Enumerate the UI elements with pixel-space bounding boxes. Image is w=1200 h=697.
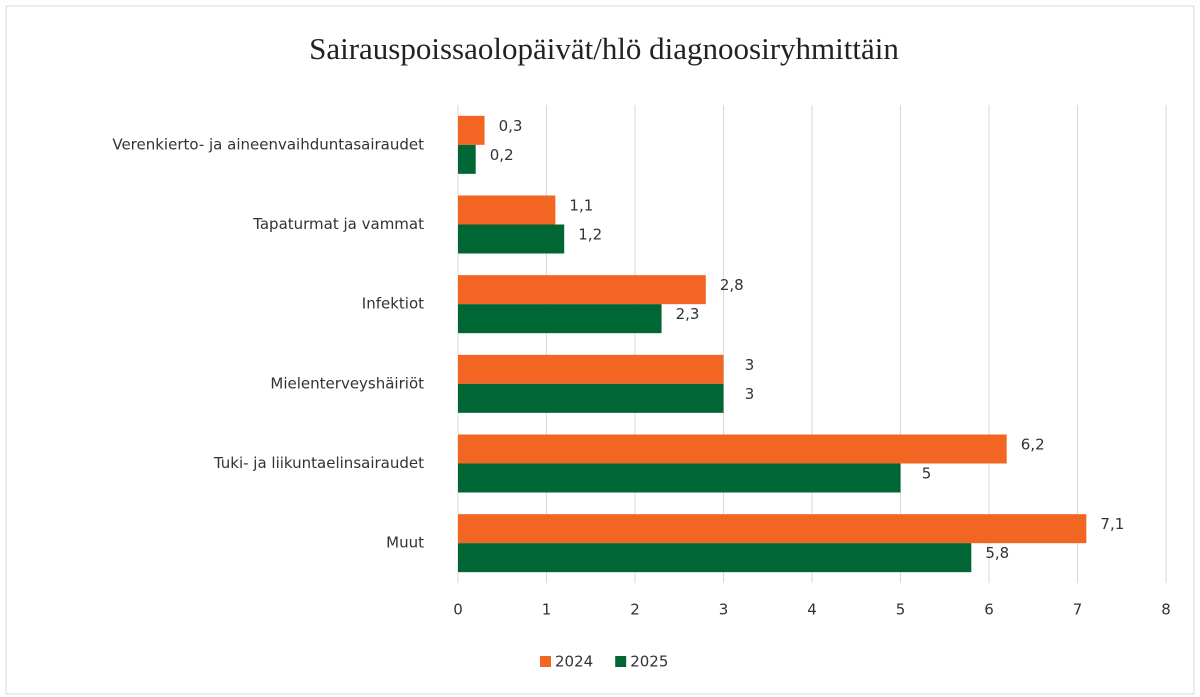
- x-tick-label: 6: [984, 601, 994, 619]
- bar: [458, 434, 1007, 464]
- bar: [458, 354, 724, 384]
- x-tick-label: 8: [1161, 601, 1171, 619]
- bar: [458, 383, 724, 413]
- chart-title: Sairauspoissaolopäivät/hlö diagnoosiryhm…: [309, 31, 899, 66]
- bar: [458, 144, 476, 174]
- legend-swatch: [615, 656, 627, 667]
- bar: [458, 115, 485, 145]
- x-tick-label: 3: [719, 601, 729, 619]
- legend-label: 2024: [555, 653, 593, 671]
- value-label: 1,1: [569, 197, 593, 215]
- x-tick-label: 5: [896, 601, 906, 619]
- x-tick-label: 4: [807, 601, 817, 619]
- value-label: 1,2: [578, 226, 602, 244]
- bar: [458, 224, 565, 254]
- x-tick-label: 7: [1073, 601, 1083, 619]
- value-label: 3: [745, 385, 755, 403]
- bar: [458, 195, 556, 225]
- legend-label: 2025: [630, 653, 668, 671]
- y-tick-label: Muut: [386, 534, 424, 552]
- value-label: 2,3: [676, 305, 700, 323]
- value-label: 5,8: [985, 544, 1009, 562]
- value-label: 0,3: [499, 117, 523, 135]
- y-tick-label: Mielenterveyshäiriöt: [270, 374, 424, 392]
- bar: [458, 275, 706, 305]
- y-tick-label: Infektiot: [362, 295, 424, 313]
- value-label: 3: [745, 356, 755, 374]
- x-tick-label: 2: [630, 601, 640, 619]
- y-tick-label: Tapaturmat ja vammat: [252, 215, 424, 233]
- chart-border: [5, 5, 1195, 695]
- y-tick-label: Tuki- ja liikuntaelinsairaudet: [213, 454, 424, 472]
- x-tick-label: 1: [542, 601, 552, 619]
- bar: [458, 543, 972, 573]
- value-label: 6,2: [1021, 436, 1045, 454]
- bar: [458, 463, 901, 493]
- bar: [458, 304, 662, 334]
- y-tick-label: Verenkierto- ja aineenvaihduntasairaudet: [112, 135, 424, 153]
- legend-swatch: [540, 656, 551, 667]
- value-label: 5: [922, 465, 932, 483]
- value-label: 7,1: [1100, 515, 1124, 533]
- x-tick-label: 0: [453, 601, 463, 619]
- value-label: 0,2: [490, 146, 514, 164]
- value-label: 2,8: [720, 276, 744, 294]
- bar: [458, 514, 1087, 544]
